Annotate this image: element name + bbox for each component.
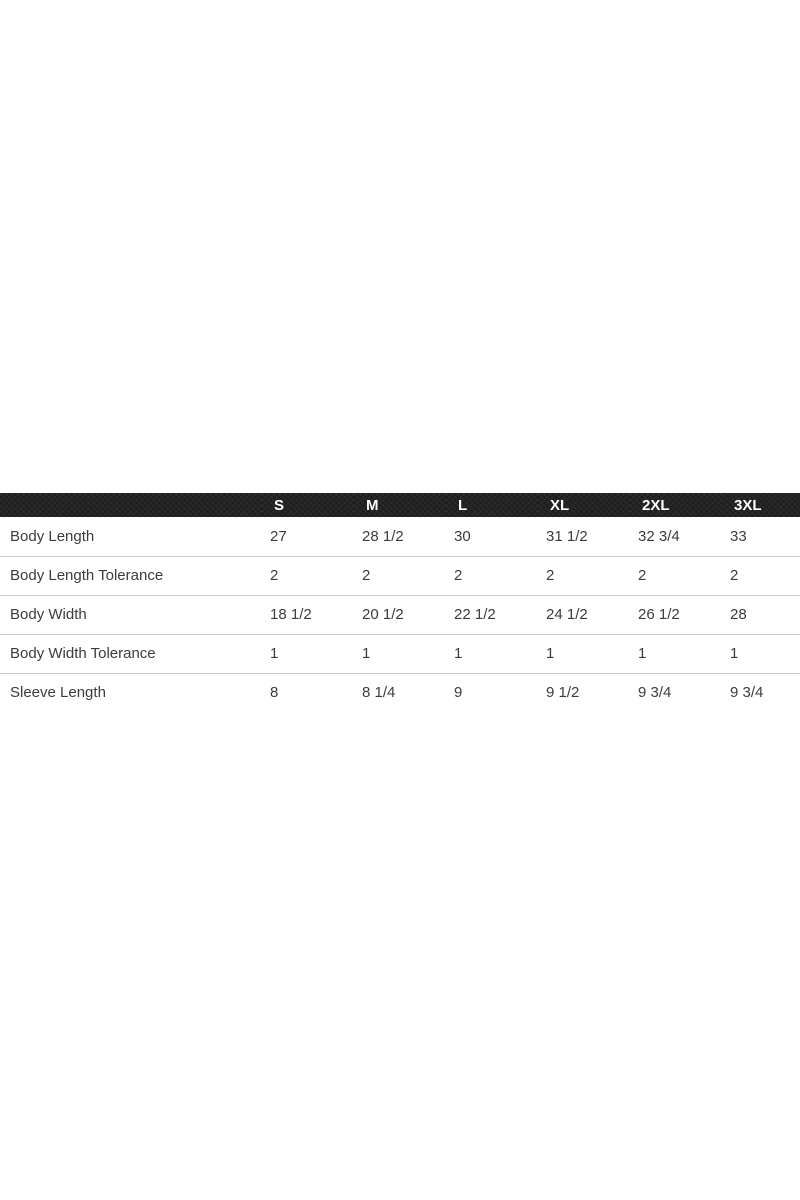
- cell: 1: [538, 634, 630, 674]
- cell: 2: [722, 556, 800, 596]
- size-chart-section: S M L XL 2XL 3XL Body Length 27 28 1/2 3…: [0, 493, 800, 712]
- cell: 1: [262, 634, 354, 674]
- size-chart-table: S M L XL 2XL 3XL Body Length 27 28 1/2 3…: [0, 493, 800, 712]
- cell: 9 3/4: [630, 673, 722, 712]
- table-row-body-width: Body Width 18 1/2 20 1/2 22 1/2 24 1/2 2…: [0, 595, 800, 635]
- table-row-body-length: Body Length 27 28 1/2 30 31 1/2 32 3/4 3…: [0, 517, 800, 557]
- header-row: S M L XL 2XL 3XL: [0, 493, 800, 517]
- col-header-s: S: [262, 493, 354, 517]
- cell: 2: [630, 556, 722, 596]
- cell: 28: [722, 595, 800, 635]
- cell: 27: [262, 517, 354, 557]
- row-label: Body Width Tolerance: [0, 634, 262, 674]
- col-header-m: M: [354, 493, 446, 517]
- cell: 1: [354, 634, 446, 674]
- cell: 28 1/2: [354, 517, 446, 557]
- cell: 24 1/2: [538, 595, 630, 635]
- cell: 1: [446, 634, 538, 674]
- row-label: Sleeve Length: [0, 673, 262, 712]
- col-header-xl: XL: [538, 493, 630, 517]
- col-header-measurement: [0, 493, 262, 517]
- cell: 1: [630, 634, 722, 674]
- table-row-body-length-tolerance: Body Length Tolerance 2 2 2 2 2 2: [0, 556, 800, 596]
- size-chart-body: Body Length 27 28 1/2 30 31 1/2 32 3/4 3…: [0, 517, 800, 712]
- table-row-sleeve-length: Sleeve Length 8 8 1/4 9 9 1/2 9 3/4 9 3/…: [0, 673, 800, 712]
- row-label: Body Length Tolerance: [0, 556, 262, 596]
- row-label: Body Width: [0, 595, 262, 635]
- table-row-body-width-tolerance: Body Width Tolerance 1 1 1 1 1 1: [0, 634, 800, 674]
- cell: 2: [446, 556, 538, 596]
- col-header-l: L: [446, 493, 538, 517]
- cell: 20 1/2: [354, 595, 446, 635]
- cell: 31 1/2: [538, 517, 630, 557]
- cell: 9: [446, 673, 538, 712]
- cell: 8 1/4: [354, 673, 446, 712]
- cell: 33: [722, 517, 800, 557]
- col-header-2xl: 2XL: [630, 493, 722, 517]
- cell: 30: [446, 517, 538, 557]
- cell: 1: [722, 634, 800, 674]
- size-chart-header: S M L XL 2XL 3XL: [0, 493, 800, 517]
- col-header-3xl: 3XL: [722, 493, 800, 517]
- cell: 2: [538, 556, 630, 596]
- cell: 8: [262, 673, 354, 712]
- cell: 2: [354, 556, 446, 596]
- row-label: Body Length: [0, 517, 262, 557]
- cell: 9 1/2: [538, 673, 630, 712]
- cell: 22 1/2: [446, 595, 538, 635]
- cell: 2: [262, 556, 354, 596]
- cell: 18 1/2: [262, 595, 354, 635]
- cell: 26 1/2: [630, 595, 722, 635]
- cell: 9 3/4: [722, 673, 800, 712]
- cell: 32 3/4: [630, 517, 722, 557]
